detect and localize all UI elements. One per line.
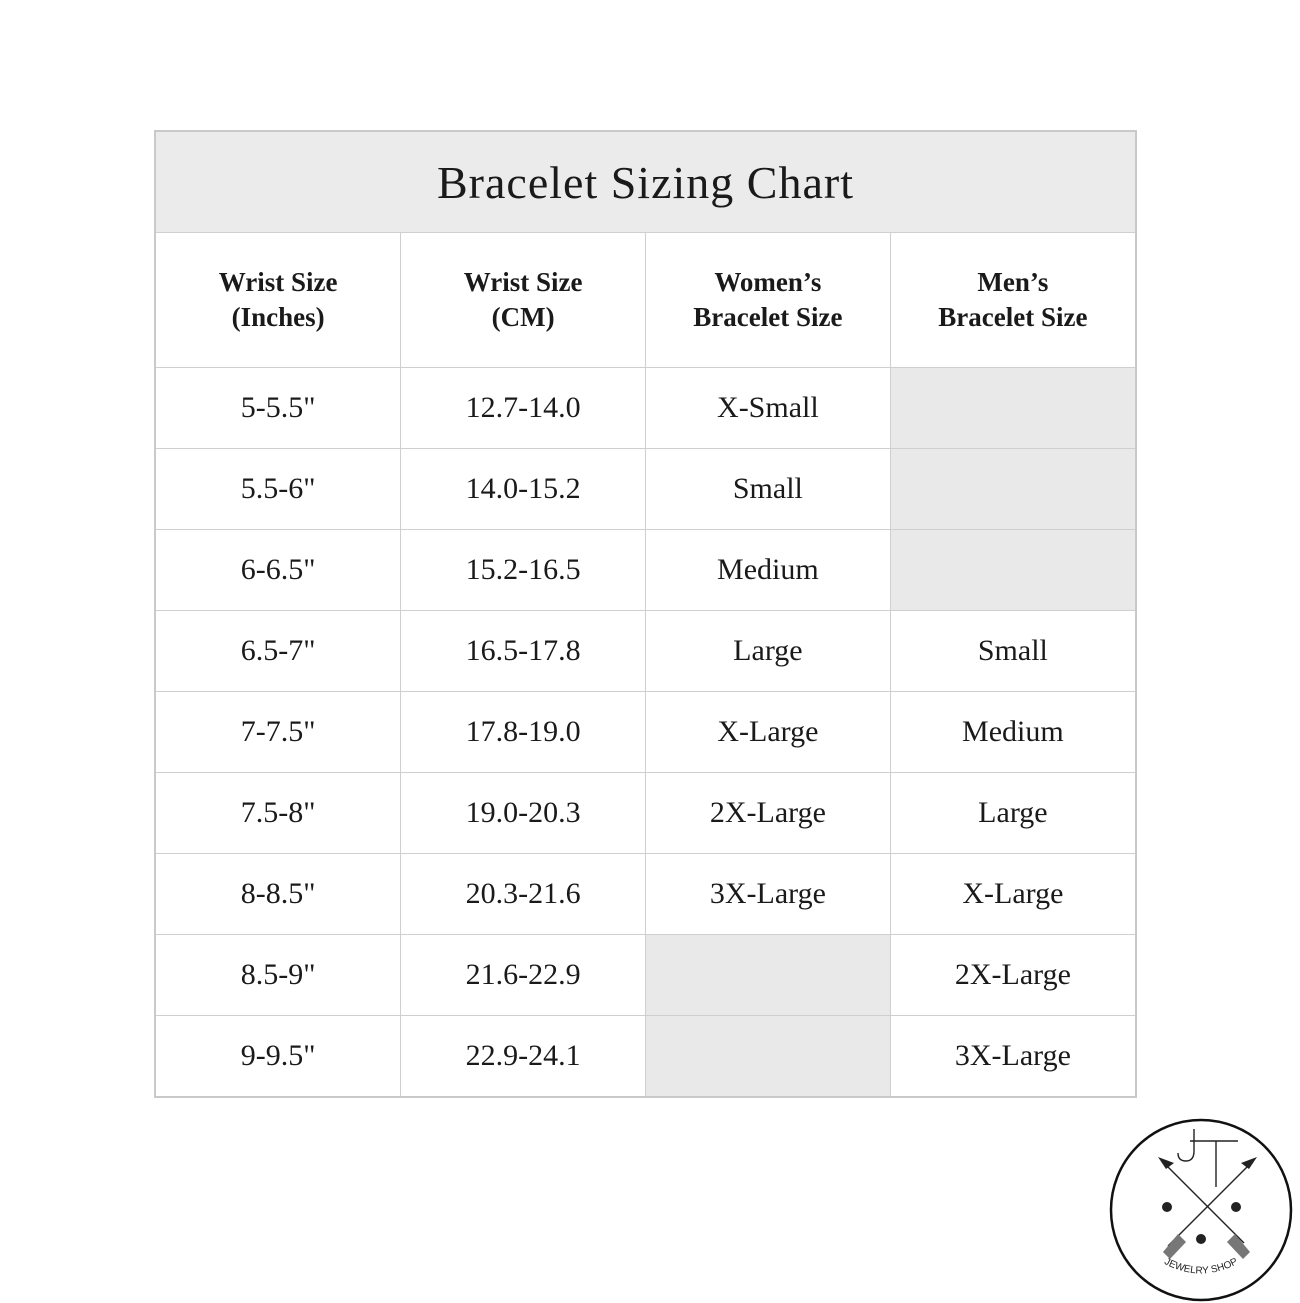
table-cell: X-Large [889, 853, 1135, 935]
table-cell: 14.0-15.2 [400, 448, 646, 530]
empty-cell [889, 367, 1135, 449]
column-header-line2: (Inches) [231, 302, 325, 332]
column-header-line1: Wrist Size [463, 267, 583, 297]
table-cell: 2X-Large [889, 934, 1135, 1016]
table-cell: 16.5-17.8 [400, 610, 646, 692]
table-cell: 6-6.5" [156, 529, 402, 611]
table-cell: Large [889, 772, 1135, 854]
empty-cell [645, 1015, 891, 1096]
table-cell: X-Large [645, 691, 891, 773]
table-cell: Medium [889, 691, 1135, 773]
table-cell: Small [889, 610, 1135, 692]
table-cell: 5-5.5" [156, 367, 402, 449]
empty-cell [645, 934, 891, 1016]
table-cell: X-Small [645, 367, 891, 449]
table-cell: 9-9.5" [156, 1015, 402, 1096]
table-cell: 22.9-24.1 [400, 1015, 646, 1096]
column-header: Women’s Bracelet Size [645, 233, 891, 368]
table-cell: Medium [645, 529, 891, 611]
table-cell: Small [645, 448, 891, 530]
table-row: 9-9.5" 22.9-24.1 3X-Large [156, 1015, 1135, 1096]
empty-cell [889, 529, 1135, 611]
table-cell: 6.5-7" [156, 610, 402, 692]
column-header: Wrist Size (Inches) [156, 233, 402, 368]
table-cell: 7-7.5" [156, 691, 402, 773]
table-row: 8.5-9" 21.6-22.9 2X-Large [156, 934, 1135, 1016]
sizing-table: Wrist Size (Inches) Wrist Size (CM) Women’s B… [156, 233, 1135, 1096]
table-cell: 12.7-14.0 [400, 367, 646, 449]
column-header: Men’s Bracelet Size [889, 233, 1135, 368]
table-row: 7-7.5" 17.8-19.0 X-Large Medium [156, 691, 1135, 773]
table-cell: 3X-Large [645, 853, 891, 935]
table-cell: 8.5-9" [156, 934, 402, 1016]
table-cell: 8-8.5" [156, 853, 402, 935]
column-header-line1: Wrist Size [218, 267, 338, 297]
column-header-line2: Bracelet Size [693, 302, 843, 332]
empty-cell [889, 448, 1135, 530]
column-header-line1: Men’s [977, 267, 1049, 297]
bracelet-sizing-chart: Bracelet Sizing Chart Wrist Size (Inches)… [154, 130, 1137, 1098]
table-cell: 20.3-21.6 [400, 853, 646, 935]
header-row: Wrist Size (Inches) Wrist Size (CM) Women’s B… [156, 233, 1135, 368]
column-header: Wrist Size (CM) [400, 233, 646, 368]
table-cell: Large [645, 610, 891, 692]
column-header-line1: Women’s [714, 267, 822, 297]
table-row: 6.5-7" 16.5-17.8 Large Small [156, 610, 1135, 692]
table-cell: 7.5-8" [156, 772, 402, 854]
chart-title: Bracelet Sizing Chart [156, 132, 1135, 233]
table-cell: 5.5-6" [156, 448, 402, 530]
table-cell: 17.8-19.0 [400, 691, 646, 773]
table-cell: 21.6-22.9 [400, 934, 646, 1016]
column-header-line2: (CM) [491, 302, 555, 332]
table-cell: 19.0-20.3 [400, 772, 646, 854]
table-row: 7.5-8" 19.0-20.3 2X-Large Large [156, 772, 1135, 854]
column-header-line2: Bracelet Size [938, 302, 1088, 332]
table-row: 8-8.5" 20.3-21.6 3X-Large X-Large [156, 853, 1135, 935]
jt-jewelry-shop-logo: JEWELRY SHOP [1109, 1118, 1293, 1302]
table-cell: 15.2-16.5 [400, 529, 646, 611]
table-cell: 2X-Large [645, 772, 891, 854]
table-row: 5-5.5" 12.7-14.0 X-Small [156, 367, 1135, 449]
table-cell: 3X-Large [889, 1015, 1135, 1096]
table-row: 5.5-6" 14.0-15.2 Small [156, 448, 1135, 530]
table-row: 6-6.5" 15.2-16.5 Medium [156, 529, 1135, 611]
